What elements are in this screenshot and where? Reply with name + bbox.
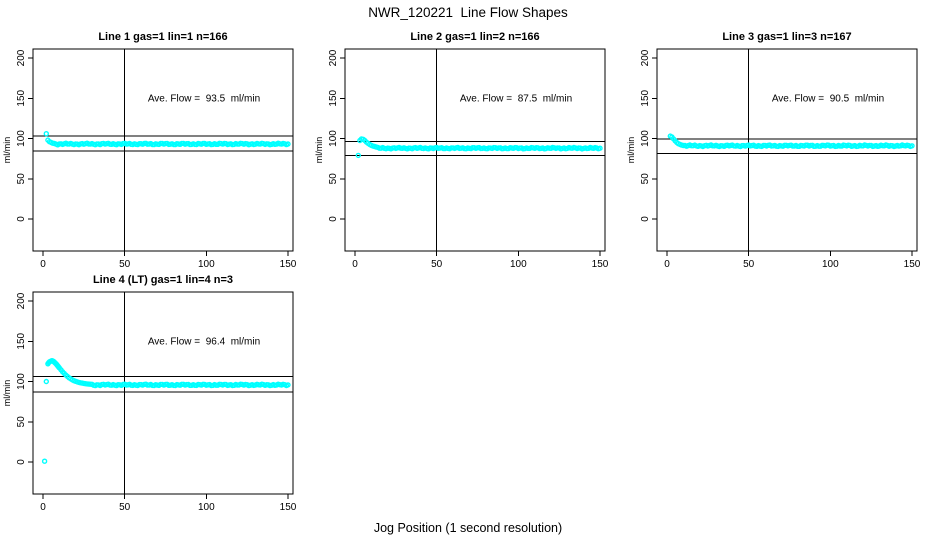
flow-panel-1: Line 1 gas=1 lin=1 n=166 0 50 100 150 0 50 100 1… [2, 31, 297, 270]
y-tick-label: 200 [640, 49, 651, 66]
x-tick-label: 50 [119, 259, 131, 270]
x-tick-label: 150 [280, 502, 297, 513]
y-axis-label: ml/min [314, 137, 324, 164]
x-tick-label: 50 [119, 502, 131, 513]
plot-box [656, 48, 918, 252]
x-tick-label: 50 [431, 259, 443, 270]
figure-title: NWR_120221 Line Flow Shapes [368, 5, 568, 20]
y-tick-label: 200 [16, 292, 27, 309]
x-tick-label: 100 [822, 259, 839, 270]
y-tick-label: 200 [16, 49, 27, 66]
x-axis-title: Jog Position (1 second resolution) [373, 521, 563, 535]
y-tick-label: 0 [640, 216, 651, 222]
x-tick-label: 0 [40, 259, 46, 270]
panel-grid: Line 1 gas=1 lin=1 n=166 0 50 100 150 0 50 100 1… [0, 27, 936, 513]
plot-box [344, 48, 606, 252]
y-tick-label: 50 [328, 173, 339, 185]
flow-panel-4: Line 4 (LT) gas=1 lin=4 n=3 0 50 100 150 0 50 1… [2, 274, 297, 513]
y-tick-label: 150 [328, 89, 339, 106]
data-points [667, 133, 915, 150]
y-tick-label: 200 [328, 49, 339, 66]
ave-flow-annotation: Ave. Flow = 90.5 ml/min [772, 93, 884, 104]
y-axis-label: ml/min [2, 137, 12, 164]
x-tick-label: 100 [510, 259, 527, 270]
panel-title: Line 4 (LT) gas=1 lin=4 n=3 [93, 274, 233, 286]
panel-title: Line 1 gas=1 lin=1 n=166 [98, 31, 227, 43]
x-tick-label: 150 [280, 259, 297, 270]
x-tick-label: 150 [592, 259, 609, 270]
x-tick-label: 0 [352, 259, 358, 270]
ave-flow-annotation: Ave. Flow = 96.4 ml/min [148, 336, 260, 347]
panel-cell-1: Line 1 gas=1 lin=1 n=166 0 50 100 150 0 50 100 1… [0, 27, 312, 270]
x-tick-label: 0 [664, 259, 670, 270]
y-tick-label: 150 [640, 89, 651, 106]
x-tick-label: 100 [198, 502, 215, 513]
panel-cell-3: Line 3 gas=1 lin=3 n=167 0 50 100 150 0 50 100 1… [624, 27, 936, 270]
x-tick-label: 50 [743, 259, 755, 270]
y-axis-label: ml/min [2, 380, 12, 407]
ave-flow-annotation: Ave. Flow = 93.5 ml/min [148, 93, 260, 104]
plot-box [32, 291, 294, 495]
data-points [355, 136, 603, 159]
panel-cell-4: Line 4 (LT) gas=1 lin=4 n=3 0 50 100 150 0 50 1… [0, 270, 312, 513]
x-tick-label: 150 [904, 259, 921, 270]
y-tick-label: 100 [640, 130, 651, 147]
y-tick-label: 100 [16, 373, 27, 390]
y-tick-label: 150 [16, 332, 27, 349]
panel-title: Line 2 gas=1 lin=2 n=166 [410, 31, 539, 43]
y-tick-label: 0 [16, 216, 27, 222]
data-points [41, 357, 291, 464]
plot-box [32, 48, 294, 252]
y-tick-label: 100 [16, 130, 27, 147]
flow-panel-2: Line 2 gas=1 lin=2 n=166 0 50 100 150 0 50 100 1… [314, 31, 609, 270]
y-tick-label: 50 [16, 173, 27, 185]
x-tick-label: 100 [198, 259, 215, 270]
y-tick-label: 0 [328, 216, 339, 222]
panel-cell-2: Line 2 gas=1 lin=2 n=166 0 50 100 150 0 50 100 1… [312, 27, 624, 270]
y-tick-label: 50 [16, 416, 27, 428]
data-points [43, 130, 291, 148]
y-tick-label: 150 [16, 89, 27, 106]
panel-title: Line 3 gas=1 lin=3 n=167 [722, 31, 851, 43]
x-tick-label: 0 [40, 502, 46, 513]
flow-panel-3: Line 3 gas=1 lin=3 n=167 0 50 100 150 0 50 100 1… [626, 31, 921, 270]
y-tick-label: 50 [640, 173, 651, 185]
y-axis-label: ml/min [626, 137, 636, 164]
ave-flow-annotation: Ave. Flow = 87.5 ml/min [460, 93, 572, 104]
y-tick-label: 0 [16, 459, 27, 465]
y-tick-label: 100 [328, 130, 339, 147]
